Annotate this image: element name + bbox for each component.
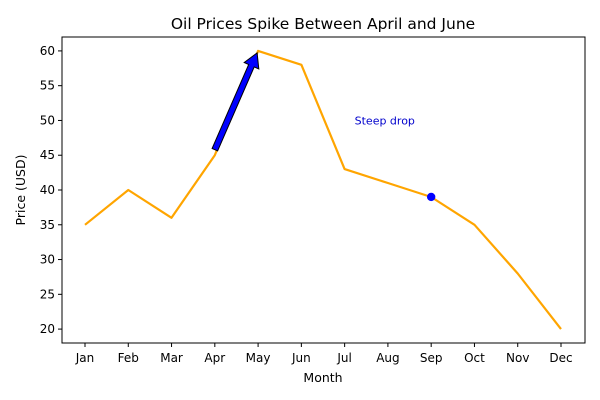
x-tick-label: Nov [506, 351, 529, 365]
chart-title: Oil Prices Spike Between April and June [171, 15, 475, 33]
series-line-0 [84, 49, 562, 330]
y-tick-label: 35 [40, 218, 55, 232]
x-tick-label: Jun [291, 351, 311, 365]
x-axis-label: Month [303, 370, 342, 385]
y-tick-label: 50 [40, 113, 55, 127]
x-tick-label: Sep [420, 351, 443, 365]
annotation-arrow [211, 51, 260, 152]
x-tick-label: Mar [160, 351, 183, 365]
x-tick-label: May [246, 351, 271, 365]
y-axis-label: Price (USD) [13, 155, 28, 226]
y-tick-label: 60 [40, 44, 55, 58]
plot-frame [61, 36, 586, 344]
x-tick-label: Dec [549, 351, 572, 365]
y-tick-label: 55 [40, 79, 55, 93]
y-tick-label: 30 [40, 253, 55, 267]
x-tick-label: Oct [464, 351, 485, 365]
annotation-text: Steep drop [355, 114, 415, 127]
x-tick-label: Feb [118, 351, 139, 365]
y-tick-label: 25 [40, 287, 55, 301]
x-tick-label: Aug [376, 351, 399, 365]
y-tick-label: 45 [40, 148, 55, 162]
y-tick-label: 40 [40, 183, 55, 197]
y-tick-label: 20 [40, 322, 55, 336]
annotation-marker [426, 192, 436, 202]
x-tick-label: Jan [75, 351, 95, 365]
x-tick-label: Apr [204, 351, 225, 365]
x-tick-label: Jul [336, 351, 351, 365]
